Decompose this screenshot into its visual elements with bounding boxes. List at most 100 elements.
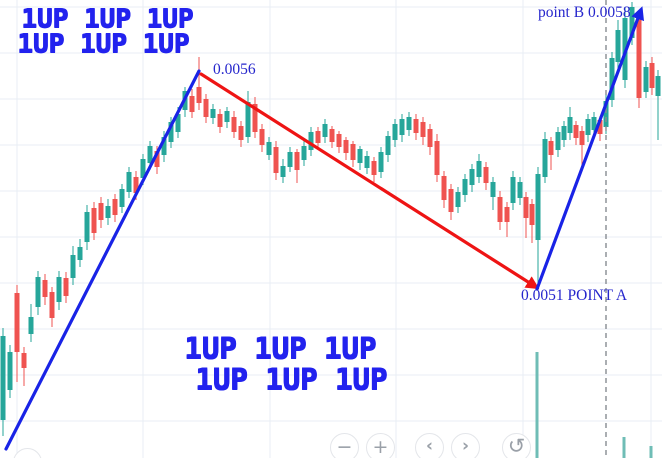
point-a-label: 0.0051 POINT A [521,287,628,304]
candle [259,124,265,152]
candle [14,285,20,382]
trend-line-correction-down[interactable] [199,72,540,290]
candle [573,121,579,145]
candle [0,328,6,436]
candle [245,91,251,143]
candle [542,132,548,183]
plus-icon: + [372,436,389,458]
candle [567,107,573,140]
candle [70,246,76,285]
watermark-1up-bottom-line2: 1UP 1UP 1UP [195,362,388,396]
candle [517,177,523,205]
candle [529,199,535,243]
candle [287,147,293,172]
candle [655,70,661,140]
candle [91,202,97,240]
candle [504,202,510,237]
candle [28,304,34,342]
candle [350,141,356,167]
candle [7,345,13,398]
candle [455,187,461,213]
pan-right-button[interactable]: › [451,433,480,458]
minus-icon: − [336,436,353,458]
chevron-left-icon: ‹ [425,436,433,456]
trend-line-impulse-up-1[interactable] [4,69,201,451]
candle [399,114,405,142]
candle [329,126,335,148]
candle [224,107,230,128]
candle [217,109,223,133]
point-b-label: point B 0.0058 [538,4,631,21]
candle [392,119,398,147]
candle [555,127,561,157]
trend-line-impulse-up-2[interactable] [535,6,645,291]
candle [434,134,440,182]
candle [322,119,328,143]
candle [21,347,27,386]
candle [364,151,370,174]
candle [252,97,258,138]
candle [126,167,132,198]
candle [469,164,475,192]
candle [523,192,529,238]
candle [210,104,216,124]
candle [420,117,426,145]
candle [231,111,237,138]
candle [548,137,554,170]
zoom-in-button[interactable]: + [366,433,395,458]
candle [378,147,384,178]
candle [203,94,209,123]
candle [476,154,482,183]
candle [84,205,90,250]
candle [371,157,377,182]
candle [105,199,111,225]
candle [294,149,300,183]
watermark-1up-top-line2: 1UP 1UP 1UP [17,29,190,59]
reset-arrow-icon: ↺ [507,434,526,458]
candle [98,197,104,228]
candle [441,171,447,208]
candle [483,162,489,190]
watermark-1up-top-line1: 1UP 1UP 1UP [21,4,194,34]
candle [636,11,642,108]
candle [643,61,649,98]
candle [63,272,69,303]
candle [42,274,48,305]
candle [561,121,567,147]
candle [273,141,279,180]
zoom-out-button[interactable]: − [330,433,359,458]
candle [448,184,454,220]
swing-high-price-label: 0.0056 [213,61,256,78]
candle [406,112,412,136]
candle [535,167,541,290]
candle [385,131,391,162]
volume-bars [535,352,653,458]
candle [343,137,349,160]
candle [189,89,195,118]
candle [238,121,244,147]
trend-lines[interactable] [4,6,645,451]
candle [196,57,202,110]
candle [112,194,118,222]
candle [308,127,314,156]
candle [168,117,174,148]
candle [336,131,342,153]
pan-left-button[interactable]: ‹ [415,433,444,458]
candle [649,57,655,95]
candle [119,184,125,213]
candle [609,52,615,107]
candle [280,159,286,183]
candle [579,126,585,168]
chevron-right-icon: › [461,436,469,456]
candle [413,114,419,140]
candle [427,124,433,155]
candle [490,177,496,210]
candle [497,191,503,230]
reset-view-button[interactable]: ↺ [502,433,531,458]
candle [266,137,272,160]
watermark-1up-bottom-line1: 1UP 1UP 1UP [184,331,377,365]
candle [35,271,41,315]
